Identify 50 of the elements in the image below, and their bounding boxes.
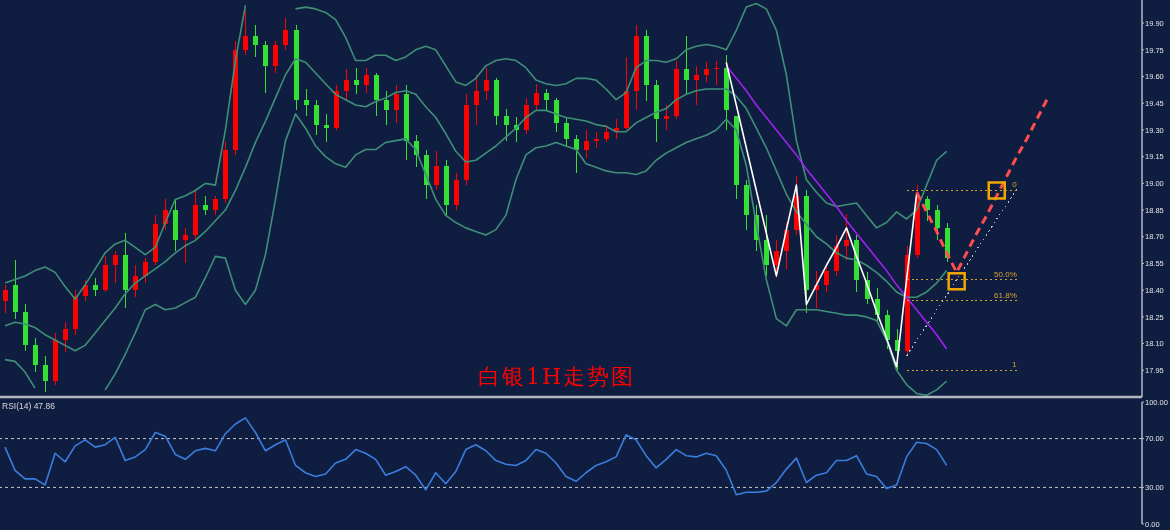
candlestick	[704, 61, 709, 83]
candlestick	[394, 84, 399, 124]
line-series	[4, 417, 948, 496]
series-label: 1	[1012, 360, 1018, 370]
line-series	[725, 61, 918, 368]
candlestick	[935, 204, 940, 241]
candlestick	[243, 10, 248, 56]
candlestick	[364, 67, 369, 94]
candlestick	[314, 99, 319, 136]
candlestick	[434, 150, 439, 191]
candlestick	[354, 67, 359, 95]
candlestick	[504, 108, 509, 142]
candlestick	[203, 195, 208, 216]
candlestick	[574, 134, 579, 174]
candlestick	[283, 17, 288, 51]
candlestick	[925, 195, 930, 222]
candlestick	[824, 264, 829, 293]
chart-title: RSI(14) 47.86	[2, 401, 55, 411]
candlestick	[43, 355, 48, 393]
candlestick	[143, 257, 148, 284]
candlestick	[344, 68, 349, 101]
candlestick	[113, 250, 118, 284]
series-label: 50.0%	[994, 269, 1017, 279]
candlestick	[3, 284, 8, 314]
candlestick	[584, 129, 589, 159]
candlestick	[554, 97, 559, 133]
line-series	[906, 188, 1018, 357]
candlestick	[484, 67, 489, 101]
candlestick	[83, 279, 88, 302]
candlestick	[263, 40, 268, 94]
candlestick	[63, 321, 68, 353]
candlestick	[213, 195, 218, 216]
text: 白银1H走势图	[478, 364, 636, 389]
candlestick	[183, 227, 188, 264]
candlestick	[544, 88, 549, 111]
candlestick	[273, 40, 278, 74]
line-series	[725, 65, 948, 350]
candlestick	[474, 74, 479, 126]
candlestick	[33, 337, 38, 373]
candlestick	[304, 88, 309, 117]
candlestick	[384, 90, 389, 126]
series-label: 61.8%	[994, 290, 1017, 300]
candlestick	[694, 65, 699, 106]
candlestick	[564, 117, 569, 147]
series-label: 0	[1012, 180, 1018, 190]
candlestick	[253, 24, 258, 58]
candlestick	[844, 213, 849, 261]
candlestick	[684, 35, 689, 95]
candlestick	[774, 239, 779, 279]
candlestick	[534, 83, 539, 111]
